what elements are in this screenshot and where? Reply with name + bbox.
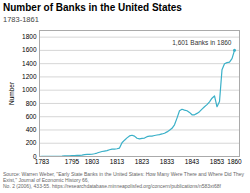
svg-text:600: 600: [26, 113, 37, 120]
svg-text:1200: 1200: [22, 73, 37, 80]
svg-text:200: 200: [26, 139, 37, 146]
svg-text:0: 0: [32, 152, 37, 160]
svg-text:1000: 1000: [22, 86, 37, 93]
svg-text:1783: 1783: [35, 158, 50, 165]
html-text:Number of Banks in the United: Number of Banks in the United States: [3, 2, 182, 13]
svg-text:1600: 1600: [22, 46, 37, 53]
svg-text:1,601 Banks in 1860: 1,601 Banks in 1860: [172, 39, 232, 46]
svg-text:1813: 1813: [110, 158, 125, 165]
html-text:1783-1861: 1783-1861: [3, 15, 39, 24]
svg-text:1823: 1823: [135, 158, 150, 165]
svg-text:1860: 1860: [227, 158, 242, 165]
svg-text:1795: 1795: [65, 158, 80, 165]
svg-text:1853: 1853: [210, 158, 225, 165]
svg-text:1400: 1400: [22, 60, 37, 67]
svg-text:1803: 1803: [85, 158, 100, 165]
svg-text:1833: 1833: [160, 158, 175, 165]
svg-text:1843: 1843: [185, 158, 200, 165]
html-text:Source: Warren Weber, "Early S: Source: Warren Weber, "Early State Banks…: [3, 171, 245, 189]
svg-text:800: 800: [26, 100, 37, 107]
svg-text:Number: Number: [8, 81, 15, 105]
svg-text:1800: 1800: [22, 33, 37, 40]
svg-text:400: 400: [26, 126, 37, 133]
